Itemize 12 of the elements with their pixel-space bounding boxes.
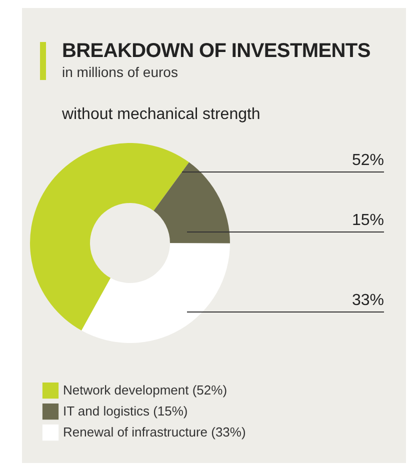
legend-label: Network development (52%) <box>63 382 228 398</box>
donut-slice <box>154 162 230 244</box>
data-label: 15% <box>352 212 384 229</box>
text: without mechanical strength <box>62 106 260 124</box>
donut-slice <box>30 143 190 330</box>
data-label: 33% <box>352 292 384 309</box>
chart-title: BREAKDOWN OF INVESTMENTS <box>62 40 370 63</box>
donut-slice <box>82 243 230 343</box>
data-label: 52% <box>352 152 384 169</box>
legend-label: Renewal of infrastructure (33%) <box>63 424 246 440</box>
legend-label: IT and logistics (15%) <box>63 404 188 418</box>
chart-subtitle: in millions of euros <box>62 64 178 80</box>
